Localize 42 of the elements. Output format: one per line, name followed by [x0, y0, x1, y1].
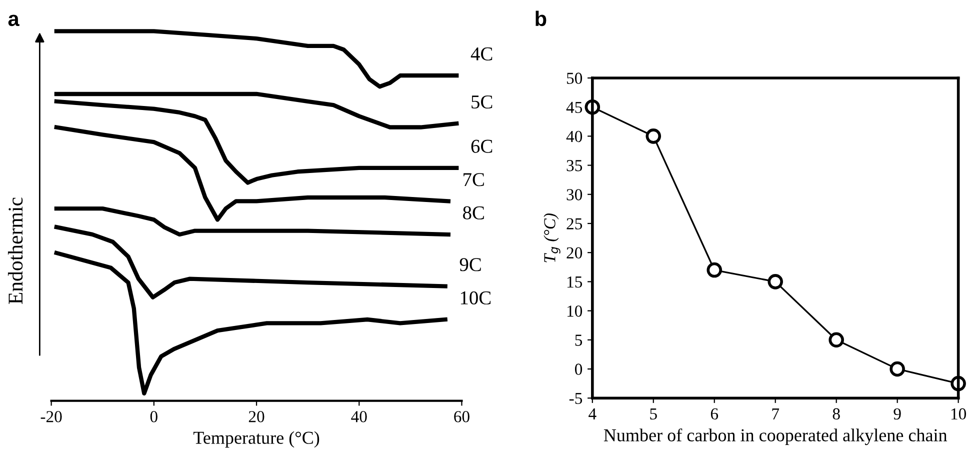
y-tick-label: 35 [566, 160, 582, 172]
x-axis-title: Number of carbon in cooperated alkylene chain [604, 428, 948, 446]
x-tick-label: -20 [40, 411, 62, 422]
y-axis-title: Endothermic [8, 198, 23, 304]
y-tick-label: 25 [566, 218, 582, 230]
y-tick-label: 5 [575, 334, 582, 346]
y-axis-title: T$_{g}$ (°C) [544, 213, 560, 262]
y-tick-label: 50 [566, 72, 582, 84]
x-tick-label: 6 [710, 408, 718, 420]
series-label: 6C [471, 140, 492, 153]
x-tick-label: 5 [650, 408, 657, 420]
point [768, 274, 784, 290]
y-tick-label: 0 [574, 364, 582, 375]
x-tick-label: 60 [454, 411, 470, 422]
x-tick-label: 9 [894, 408, 901, 420]
x-tick-label: 4 [588, 408, 596, 420]
x-axis-title: Temperature (°C) [193, 431, 320, 448]
series-label: 5C [472, 95, 492, 109]
point [828, 332, 844, 348]
chart-title: a [8, 14, 20, 26]
series-label: 9C [460, 258, 481, 272]
series-label: 7C [464, 173, 484, 186]
x-tick-label: 40 [351, 411, 367, 422]
x-tick-label: 8 [832, 408, 840, 420]
x-tick-label: 20 [248, 411, 264, 422]
y-tick-label: -5 [569, 392, 582, 404]
x-tick-label: 0 [150, 411, 158, 422]
series-label: 8C [463, 206, 484, 220]
y-tick-label: 20 [566, 247, 582, 259]
series-label: 4C [470, 47, 492, 60]
point [706, 262, 722, 278]
y-tick-label: 15 [567, 276, 582, 288]
y-tick-label: 30 [566, 189, 582, 200]
series-label: 10C [460, 291, 491, 304]
point [890, 361, 905, 377]
x-tick-label: 10 [951, 408, 966, 420]
x-tick-label: 7 [772, 408, 780, 420]
y-tick-label: 40 [566, 130, 582, 142]
y-tick-label: 10 [567, 305, 582, 317]
y-tick-label: 45 [566, 102, 582, 114]
point [646, 128, 662, 144]
chart-title: b [536, 10, 546, 26]
